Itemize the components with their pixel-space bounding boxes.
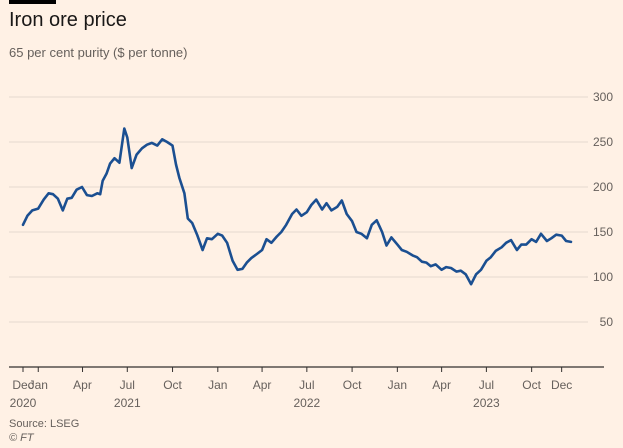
x-tick-label: Jul <box>479 378 494 392</box>
axes: 50 100 150 200 250 300 Dec 2020 Jan Apr Jul 2021 Oct… <box>9 90 613 410</box>
x-year-label: 2021 <box>114 396 141 410</box>
x-tick-label: Dec <box>12 378 33 392</box>
x-tick-label: Jul <box>299 378 314 392</box>
brand-rule <box>9 0 56 4</box>
y-tick-label: 150 <box>593 225 613 239</box>
y-tick-label: 250 <box>593 135 613 149</box>
x-tick-label: Jan <box>388 378 407 392</box>
x-tick-label: Apr <box>432 378 451 392</box>
series-layer <box>21 127 573 286</box>
x-tick-label: Jan <box>29 378 48 392</box>
chart-subtitle: 65 per cent purity ($ per tonne) <box>9 45 188 60</box>
y-tick-label: 100 <box>593 270 613 284</box>
x-tick-label: Apr <box>73 378 92 392</box>
y-tick-label: 200 <box>593 180 613 194</box>
x-tick-label: Oct <box>163 378 182 392</box>
x-year-label: 2023 <box>473 396 500 410</box>
x-tick-label: Apr <box>253 378 272 392</box>
x-year-label: 2020 <box>10 396 37 410</box>
y-tick-label: 300 <box>593 90 613 104</box>
x-tick-label: Oct <box>522 378 541 392</box>
y-tick-label: 50 <box>600 315 614 329</box>
source-note: Source: LSEG <box>9 418 80 430</box>
series-line-0 <box>21 127 573 286</box>
x-tick-label: Oct <box>343 378 362 392</box>
x-year-label: 2022 <box>293 396 320 410</box>
gridlines <box>9 96 588 323</box>
ft-credit: © FT <box>9 432 34 444</box>
x-tick-label: Dec <box>551 378 572 392</box>
x-tick-label: Jan <box>208 378 227 392</box>
x-tick-label: Jul <box>120 378 135 392</box>
chart-title: Iron ore price <box>9 9 127 31</box>
